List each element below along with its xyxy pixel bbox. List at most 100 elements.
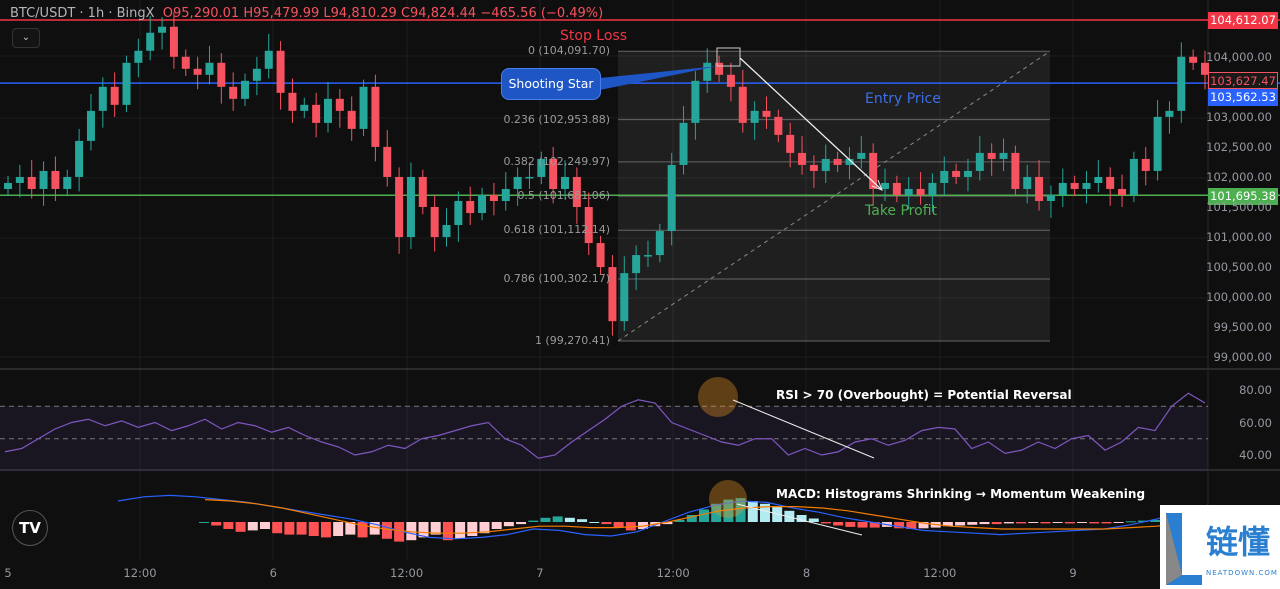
macd-histogram-bar	[333, 522, 344, 536]
candle	[1189, 49, 1198, 70]
macd-histogram-bar	[1028, 522, 1039, 523]
macd-histogram-bar	[1003, 522, 1014, 524]
macd-histogram-bar	[259, 522, 270, 529]
candle	[892, 175, 901, 203]
candle	[181, 49, 190, 77]
shooting-star-marker	[716, 47, 741, 67]
candle	[691, 71, 700, 140]
candle	[750, 101, 759, 140]
candle	[928, 173, 937, 212]
candle	[395, 167, 404, 254]
tradingview-logo[interactable]: TV	[12, 510, 48, 546]
candle	[904, 176, 913, 210]
candle	[300, 97, 309, 119]
macd-histogram-bar	[1113, 522, 1124, 523]
macd-histogram-bar	[223, 522, 234, 529]
macd-histogram-bar	[394, 522, 405, 542]
macd-histogram-bar	[808, 518, 819, 522]
neatdown-watermark: 链懂 NEATDOWN.COM	[1160, 505, 1280, 589]
symbol-label: BTC/USDT · 1h · BingX	[10, 6, 155, 21]
candle	[1070, 175, 1079, 197]
candle	[1165, 101, 1174, 134]
candle	[1046, 185, 1055, 218]
time-axis-label: 12:00	[390, 566, 424, 580]
macd-histogram-bar	[528, 520, 539, 522]
candle	[75, 128, 84, 192]
candle	[643, 240, 652, 268]
macd-line	[117, 494, 1209, 540]
ohlc-change: −465.56 (−0.49%)	[480, 6, 604, 21]
macd-histogram-bar	[820, 522, 831, 524]
macd-histogram-bar	[430, 522, 441, 535]
macd-histogram-bar	[1040, 522, 1051, 524]
chevron-down-icon[interactable]: ⌄	[12, 28, 40, 48]
macd-histogram-bar	[955, 522, 966, 526]
rsi-arrow	[732, 399, 875, 459]
ohlc-high: H95,479.99	[243, 6, 320, 21]
fib-trend-line[interactable]	[617, 50, 1051, 342]
macd-histogram-bar	[735, 498, 746, 522]
price-axis-label: 101,500.00	[1206, 200, 1272, 214]
time-axis-label: 7	[536, 566, 544, 580]
price-axis-label: 99,500.00	[1213, 320, 1272, 335]
macd-histogram-bar	[442, 522, 453, 541]
candle	[371, 74, 380, 162]
fib-label: 0 (104,091.70)	[527, 44, 610, 58]
rsi-axis-label: 60.00	[1239, 415, 1272, 430]
rsi-highlight-circle	[698, 377, 738, 417]
candle	[620, 256, 629, 331]
macd-histogram-bar	[1150, 519, 1161, 522]
macd-histogram-bar	[784, 510, 795, 522]
trend-arrow	[739, 57, 883, 191]
candle	[857, 136, 866, 169]
candle	[1118, 174, 1127, 208]
macd-histogram-bar	[1125, 521, 1136, 523]
macd-histogram-bar	[601, 522, 612, 525]
candle	[252, 56, 261, 96]
macd-histogram-bar	[662, 522, 673, 525]
candle	[229, 72, 238, 111]
macd-histogram-bar	[516, 522, 527, 525]
macd-histogram-bar	[833, 522, 844, 526]
signal-line	[204, 499, 1209, 534]
candle	[703, 48, 712, 93]
rsi-annotation: RSI > 70 (Overbought) = Potential Revers…	[776, 388, 1072, 402]
macd-histogram-bar	[1101, 522, 1112, 524]
macd-histogram-bar	[979, 522, 990, 525]
price-axis-label: 102,500.00	[1206, 139, 1272, 154]
take-profit-price-tag: 101,695.38	[1208, 188, 1278, 205]
candle	[999, 138, 1008, 171]
time-axis-label: 6	[269, 566, 277, 580]
candle	[572, 167, 581, 224]
macd-highlight-circle	[709, 480, 747, 518]
candle	[1094, 160, 1103, 193]
candle	[264, 33, 273, 79]
candle	[205, 45, 214, 85]
macd-histogram-bar	[845, 522, 856, 527]
macd-annotation: MACD: Histograms Shrinking → Momentum We…	[776, 487, 1146, 501]
candle	[952, 163, 961, 185]
price-axis-label: 99,000.00	[1213, 350, 1272, 365]
candle	[454, 191, 463, 242]
candle	[217, 53, 226, 104]
macd-histogram-bar	[1052, 522, 1063, 523]
candle	[726, 62, 735, 102]
macd-histogram-bar	[796, 515, 807, 522]
macd-histogram-bar	[1089, 522, 1100, 524]
macd-histogram-bar	[625, 522, 636, 531]
macd-histogram-bar	[418, 522, 429, 538]
macd-histogram-bar	[308, 522, 319, 536]
macd-histogram-bar	[674, 519, 685, 522]
candle	[975, 136, 984, 181]
macd-histogram-bar	[552, 516, 563, 522]
candle	[501, 172, 510, 211]
macd-histogram-bar	[723, 499, 734, 522]
shooting-star-callout: Shooting Star	[501, 68, 601, 100]
candle	[27, 160, 36, 199]
macd-histogram-bar	[759, 503, 770, 522]
macd-histogram-bar	[491, 522, 502, 529]
macd-histogram-bar	[918, 522, 929, 529]
candle	[1153, 100, 1162, 181]
